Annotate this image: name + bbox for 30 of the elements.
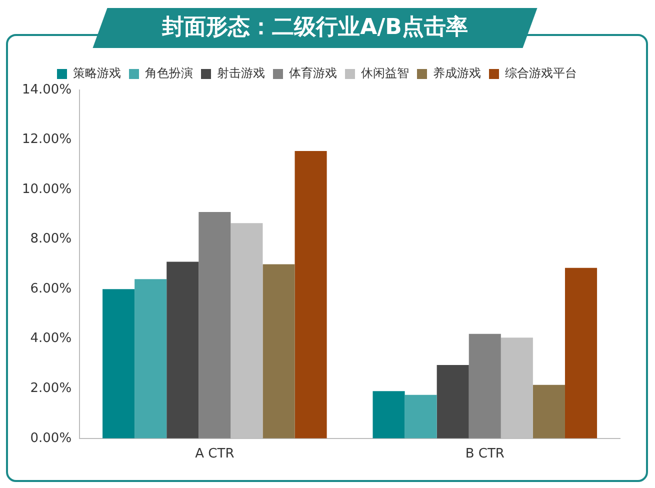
bar: [436, 364, 469, 438]
bar: [166, 262, 199, 438]
bar: [102, 289, 135, 438]
y-tick-label: 14.00%: [22, 82, 72, 98]
bar: [198, 212, 231, 438]
x-tick-label: A CTR: [195, 446, 234, 462]
y-tick-label: 2.00%: [30, 381, 72, 396]
legend-label: 射击游戏: [217, 66, 265, 80]
bar: [404, 394, 437, 438]
bar: [564, 268, 598, 438]
legend-label: 养成游戏: [433, 66, 481, 80]
bar: [134, 279, 167, 438]
bar: [262, 264, 295, 438]
legend-label: 综合游戏平台: [505, 66, 577, 80]
bar: [294, 150, 327, 438]
y-tick-label: 0.00%: [30, 430, 72, 446]
legend-label: 休闲益智: [361, 66, 409, 80]
y-tick-label: 8.00%: [30, 232, 72, 247]
y-tick-label: 10.00%: [22, 182, 72, 197]
y-tick-label: 4.00%: [30, 331, 72, 346]
bar: [372, 391, 405, 438]
chart-title: 封面形态：二级行业A/B点击率: [160, 14, 469, 42]
legend-label: 体育游戏: [289, 66, 337, 80]
y-tick-label: 12.00%: [22, 132, 72, 148]
legend-label: 角色扮演: [145, 66, 193, 80]
y-tick-label: 6.00%: [30, 281, 72, 296]
bar: [468, 334, 501, 438]
bar: [532, 384, 565, 438]
legend-label: 策略游戏: [73, 66, 121, 80]
x-tick-label: B CTR: [465, 446, 504, 462]
